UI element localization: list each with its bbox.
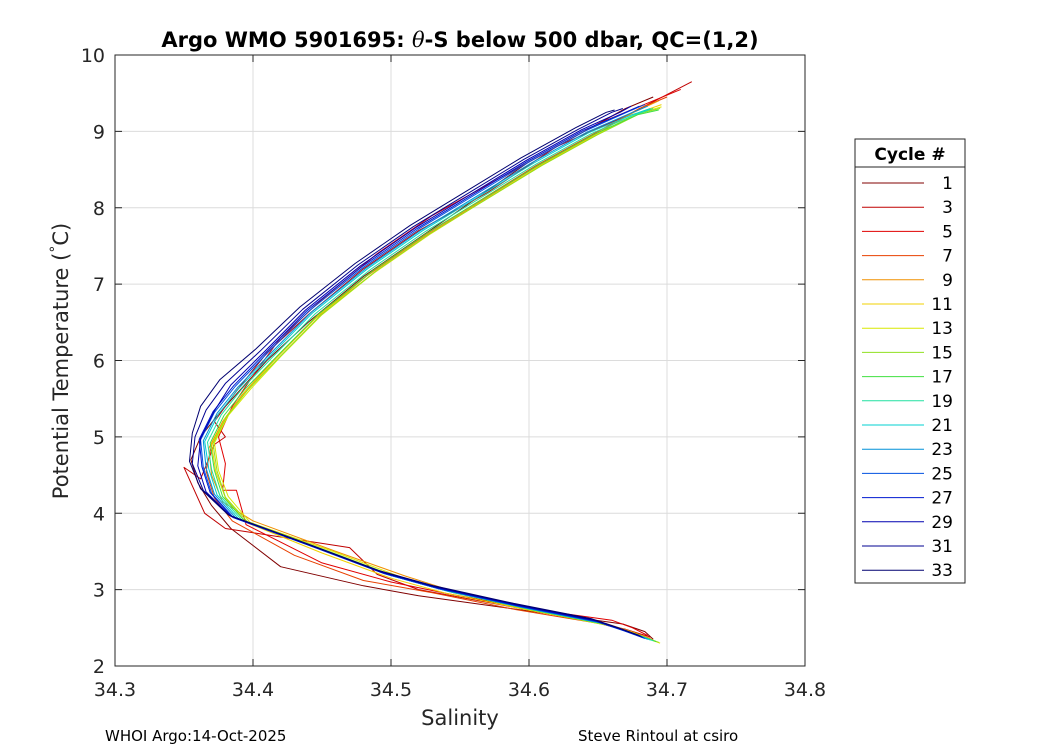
y-axis-label: Potential Temperature (°C) [48, 223, 73, 499]
legend-label: 27 [931, 489, 953, 509]
legend-label: 3 [942, 198, 953, 218]
y-tick-label: 7 [93, 274, 105, 296]
y-tick-label: 6 [93, 351, 105, 373]
legend-box [854, 138, 966, 584]
footer-date: WHOI Argo:14-Oct-2025 [105, 727, 286, 745]
legend-title: Cycle # [874, 145, 945, 165]
y-label-main: Potential Temperature ( [49, 253, 73, 500]
y-label-unit: C) [49, 223, 73, 246]
x-tick-label: 34.7 [646, 679, 688, 701]
y-tick-label: 9 [93, 121, 105, 143]
legend-label: 15 [931, 343, 953, 363]
legend-label: 17 [931, 368, 953, 388]
legend-label: 9 [942, 271, 953, 291]
legend-label: 13 [931, 319, 953, 339]
x-tick-label: 34.3 [94, 679, 136, 701]
y-axis: 2 3 4 5 6 7 8 9 10 [81, 45, 805, 678]
footer-credit: Steve Rintoul at csiro [578, 727, 738, 745]
y-tick-label: 8 [93, 198, 105, 220]
x-tick-label: 34.5 [370, 679, 412, 701]
chart-title: Argo WMO 5901695: θ-S below 500 dbar, QC… [161, 28, 758, 52]
legend-label: 5 [942, 222, 953, 242]
title-rest: -S below 500 dbar, QC=(1,2) [425, 28, 759, 52]
legend-label: 25 [931, 464, 953, 484]
legend-label: 19 [931, 392, 953, 412]
x-tick-label: 34.6 [508, 679, 550, 701]
y-tick-label: 2 [93, 656, 105, 678]
y-tick-label: 3 [93, 580, 105, 602]
legend-label: 29 [931, 513, 953, 533]
legend-label: 7 [942, 247, 953, 267]
series-layer [183, 81, 693, 644]
x-axis: 34.3 34.4 34.5 34.6 34.7 34.8 [94, 55, 826, 701]
title-main: Argo WMO 5901695: [161, 28, 412, 52]
legend-label: 31 [931, 537, 953, 557]
legend-label: 1 [942, 174, 953, 194]
y-tick-label: 4 [93, 503, 105, 525]
legend-label: 23 [931, 440, 953, 460]
legend-label: 33 [931, 561, 953, 581]
y-label-degree: ° [48, 246, 64, 253]
x-tick-label: 34.4 [232, 679, 274, 701]
y-tick-label: 5 [93, 427, 105, 449]
x-axis-label: Salinity [421, 706, 499, 730]
title-theta: θ [412, 28, 425, 52]
legend-label: 21 [931, 416, 953, 436]
y-tick-label: 10 [81, 45, 105, 67]
x-tick-label: 34.8 [784, 679, 826, 701]
series-line-cycle-33 [189, 109, 640, 636]
legend-label: 11 [931, 295, 953, 315]
